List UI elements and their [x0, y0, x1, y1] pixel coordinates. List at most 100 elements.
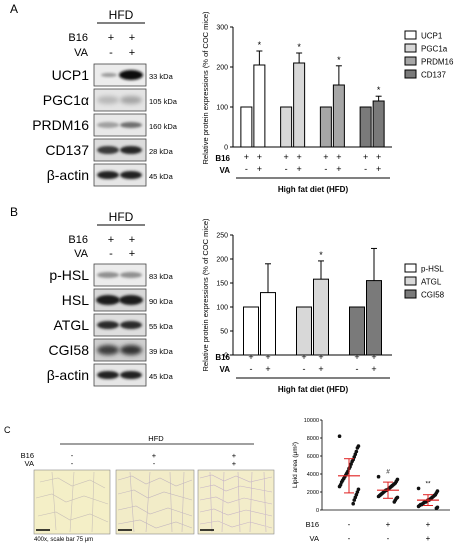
- blot-a-label-ucp1: UCP1: [52, 67, 90, 83]
- chartB-sign-va: +: [371, 364, 376, 374]
- blot-b-label-hsl: HSL: [62, 292, 89, 308]
- chartA-legend-label-ucp1: UCP1: [421, 32, 443, 41]
- panel-c: C HFD B16 VA - + + - - + 400x, scale bar…: [4, 418, 450, 543]
- blot-b-band-atgl-2: [120, 321, 142, 329]
- blot-a-size-ucp1: 33 kDa: [149, 72, 174, 81]
- chartB-bar-p-hsl-0: [243, 306, 259, 356]
- blot-a-size-pgc1a: 105 kDa: [149, 97, 178, 106]
- chartC-ytick-label: 8000: [307, 436, 319, 442]
- blot-b-band-phsl-1: [97, 272, 119, 278]
- chartC-point: [352, 498, 357, 502]
- chartA-sign-va: -: [324, 164, 327, 174]
- chartC-ytick-label: 4000: [307, 472, 319, 478]
- chartC-sig-mark: #: [386, 469, 390, 476]
- chartC-ytick-label: 6000: [307, 454, 319, 460]
- chartB-ytick-label: 50: [220, 329, 228, 336]
- chart-a-row-label-va: VA: [219, 166, 230, 175]
- chartA-sign-va: -: [364, 164, 367, 174]
- chartA-legend-label-prdm16: PRDM16: [421, 58, 454, 67]
- chartA-sign-b16: +: [296, 152, 301, 162]
- blot-a-label-pgc1a: PGC1α: [43, 92, 89, 108]
- blot-b-b16-lane1: +: [108, 234, 114, 246]
- chart-b-diet-label: High fat diet (HFD): [278, 385, 349, 394]
- chartC-point: [337, 434, 342, 439]
- chartA-sign-b16: +: [257, 152, 262, 162]
- chartA-sign-b16: +: [336, 152, 341, 162]
- chartA-sign-va: -: [245, 164, 248, 174]
- chartC-sign-va: -: [348, 534, 351, 543]
- chartB-sign-b16: +: [354, 352, 359, 362]
- blot-b-band-actin-2: [120, 371, 142, 379]
- panel-a-blot: HFD B16 + + VA - + UCP1 33 kDa PGC1α 105…: [32, 8, 178, 187]
- chartA-legend-swatch-ucp1: [404, 30, 417, 40]
- chart-c-ylabel: Lipid area (μm²): [292, 442, 299, 488]
- histology-image-2: [115, 469, 195, 535]
- chartA-bar-cd137-0: [359, 106, 372, 148]
- blot-a-size-prdm16: 160 kDa: [149, 122, 178, 131]
- chartC-point: [337, 484, 342, 489]
- chart-c: Lipid area (μm²) 0200040006000800010000 …: [292, 418, 450, 543]
- chartB-sign-va: +: [265, 364, 270, 374]
- chartB-ytick-label: 150: [216, 281, 228, 288]
- chartA-sign-va: -: [285, 164, 288, 174]
- panel-b-letter: B: [10, 205, 18, 219]
- chartB-sign-va: -: [250, 364, 253, 374]
- panel-c-condition: HFD: [148, 434, 164, 443]
- chartA-legend-swatch-prdm16: [404, 56, 417, 66]
- panel-c-row-label-va: VA: [25, 459, 34, 468]
- chart-a-row-label-b16: B16: [215, 154, 230, 163]
- chartC-sign-va: +: [426, 534, 431, 543]
- panel-c-b16-2: +: [152, 451, 157, 460]
- chartC-point: [351, 501, 356, 506]
- blot-a-band-pgc1a-2: [120, 96, 142, 104]
- chartB-sign-b16: +: [248, 352, 253, 362]
- blot-b-band-cgi58-2: [120, 345, 142, 355]
- chartC-sign-b16: -: [348, 520, 351, 529]
- chartC-sign-b16: +: [386, 520, 391, 529]
- blot-a-label-cd137: CD137: [45, 142, 89, 158]
- chartC-point: [355, 446, 360, 450]
- blot-a-label-prdm16: PRDM16: [32, 117, 89, 133]
- chartC-point: [416, 486, 421, 491]
- chartA-ytick-label: 100: [216, 105, 228, 112]
- chartB-legend-label-cgi58: CGI58: [421, 291, 445, 300]
- panel-b-blot: HFD B16 + + VA - + p-HSL 83 kDa HSL 90 k…: [47, 210, 174, 387]
- chart-a-ylabel: Relative protein expressions (% of COC m…: [201, 11, 210, 164]
- chartA-sig-mark: *: [297, 42, 301, 52]
- blot-a-size-cd137: 28 kDa: [149, 147, 174, 156]
- chartC-point: [376, 494, 381, 499]
- blot-a-band-actin-1: [97, 171, 119, 179]
- histology-image-1: [33, 469, 111, 535]
- blot-b-b16-lane2: +: [129, 234, 135, 246]
- blot-a-band-actin-2: [120, 171, 142, 179]
- panel-c-va-1: -: [71, 459, 74, 468]
- chartA-sign-va: +: [257, 164, 262, 174]
- blot-b-row-label-va: VA: [74, 248, 89, 260]
- chartC-point: [339, 480, 344, 484]
- chart-b-row-label-va: VA: [219, 365, 230, 374]
- chartB-ytick-label: 250: [216, 233, 228, 240]
- chart-c-row-label-va: VA: [310, 534, 319, 543]
- chartB-bar-atgl-0: [296, 306, 312, 356]
- blot-b-band-hsl-2: [119, 295, 143, 305]
- blot-a-va-lane2: +: [129, 47, 135, 59]
- chart-b-ylabel: Relative protein expressions (% of COC m…: [201, 218, 210, 371]
- blot-b-va-lane1: -: [109, 248, 113, 260]
- chartA-legend-label-cd137: CD137: [421, 71, 446, 80]
- chartA-sign-va: +: [296, 164, 301, 174]
- chartC-point: [349, 462, 353, 466]
- panel-c-b16-1: -: [71, 451, 74, 460]
- chartA-sign-b16: +: [244, 152, 249, 162]
- blot-a-band-prdm16-2: [120, 122, 142, 128]
- chartB-legend-label-atgl: ATGL: [421, 278, 442, 287]
- chartA-legend-swatch-cd137: [404, 69, 417, 79]
- chartB-sign-b16: +: [265, 352, 270, 362]
- blot-a-band-ucp1-1: [101, 73, 117, 77]
- chartB-bar-p-hsl-1: [260, 292, 276, 356]
- chartC-point: [355, 490, 360, 494]
- blot-a-condition: HFD: [109, 8, 134, 22]
- chartB-bar-atgl-1: [313, 278, 329, 356]
- chartC-sig-mark: **: [425, 480, 431, 487]
- chartC-point: [352, 455, 357, 459]
- chartC-point: [354, 492, 359, 497]
